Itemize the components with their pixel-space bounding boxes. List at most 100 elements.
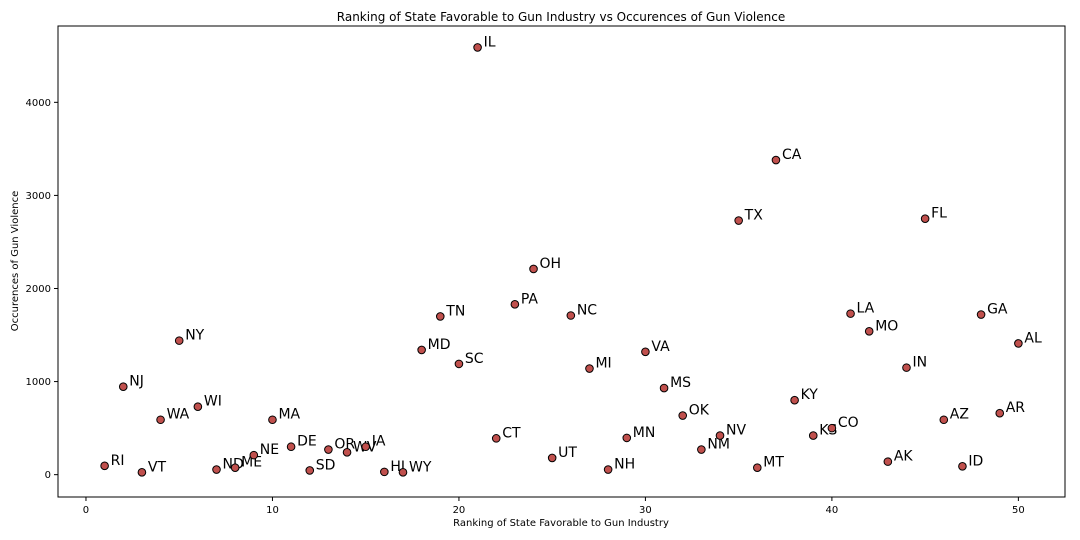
data-point xyxy=(230,463,240,472)
data-point xyxy=(193,402,203,412)
data-point-label: WI xyxy=(204,394,222,410)
data-point xyxy=(566,311,576,320)
data-point-label: IL xyxy=(484,34,496,50)
data-point-label: IA xyxy=(372,434,386,450)
data-point xyxy=(697,445,706,454)
data-point-label: WY xyxy=(409,459,432,475)
data-point xyxy=(641,347,650,357)
data-point-label: WA xyxy=(167,407,190,423)
x-tick-label: 40 xyxy=(826,505,839,516)
data-point-label: OH xyxy=(540,256,562,272)
data-point-label: IN xyxy=(912,355,927,371)
data-point-label: NJ xyxy=(129,374,144,390)
data-point-label: OK xyxy=(689,403,710,419)
data-point xyxy=(286,442,296,452)
data-point xyxy=(435,312,445,321)
data-point xyxy=(734,216,743,225)
data-point-label: UT xyxy=(558,445,577,461)
data-point-label: RI xyxy=(111,453,125,469)
data-points: RINJVTWANYWINDMENEMADESDORWVIAHIWYMDTNSC… xyxy=(100,34,1042,477)
data-point xyxy=(753,463,762,472)
data-point xyxy=(100,461,109,471)
data-point xyxy=(380,467,389,477)
data-point-label: CA xyxy=(782,147,802,163)
data-point-label: MT xyxy=(763,455,784,471)
data-point xyxy=(361,442,370,452)
data-point-label: DE xyxy=(297,434,317,450)
y-tick-label: 4000 xyxy=(26,98,51,109)
data-point-label: PA xyxy=(521,291,539,307)
x-tick-label: 30 xyxy=(639,505,652,516)
data-point-label: NC xyxy=(577,302,597,318)
data-point xyxy=(678,411,688,420)
data-point xyxy=(939,415,949,425)
x-tick-label: 20 xyxy=(453,505,466,516)
x-tick-label: 10 xyxy=(266,505,279,516)
data-point-label: CO xyxy=(838,415,859,431)
data-point-label: VT xyxy=(148,459,167,475)
data-point xyxy=(268,415,277,425)
data-point-label: SC xyxy=(465,351,484,367)
data-point xyxy=(137,468,147,477)
data-point-label: KY xyxy=(801,387,819,403)
data-point xyxy=(1014,339,1023,348)
y-tick-label: 1000 xyxy=(26,377,51,388)
data-point-label: AK xyxy=(894,449,914,465)
data-point xyxy=(473,43,482,52)
data-point-label: NY xyxy=(185,328,204,344)
data-point xyxy=(454,359,464,369)
data-point-label: AZ xyxy=(950,407,969,423)
y-tick-label: 2000 xyxy=(26,284,51,295)
data-point xyxy=(547,453,557,463)
data-point-label: CT xyxy=(502,425,521,441)
x-tick-label: 50 xyxy=(1012,505,1025,516)
y-tick-label: 0 xyxy=(45,470,51,481)
data-point xyxy=(491,434,501,443)
data-point xyxy=(417,345,426,355)
y-axis: 0 1000 2000 3000 4000 xyxy=(26,98,58,481)
data-point xyxy=(771,155,781,165)
data-point-label: TN xyxy=(445,303,465,319)
data-point xyxy=(156,415,165,425)
data-point xyxy=(398,468,408,477)
data-point xyxy=(305,466,315,475)
data-point xyxy=(118,382,128,391)
data-point-label: OR xyxy=(334,437,355,453)
data-point-label: MD xyxy=(428,337,451,353)
data-point xyxy=(920,214,930,223)
data-point xyxy=(790,395,799,405)
chart-title: Ranking of State Favorable to Gun Indust… xyxy=(337,10,785,24)
data-point xyxy=(510,300,520,309)
data-point-label: NV xyxy=(726,423,746,439)
data-point-label: NH xyxy=(614,457,635,473)
data-point xyxy=(846,309,855,318)
data-point xyxy=(958,461,967,471)
data-point-label: VA xyxy=(651,339,670,355)
data-point-label: LA xyxy=(857,301,875,317)
data-point xyxy=(659,383,669,393)
data-point-label: TX xyxy=(744,208,764,224)
data-point-label: SD xyxy=(316,457,336,473)
data-point-label: MA xyxy=(278,407,300,423)
data-point xyxy=(212,465,221,474)
data-point-label: NE xyxy=(260,442,279,458)
x-axis-label: Ranking of State Favorable to Gun Indust… xyxy=(453,518,669,529)
data-point-label: ID xyxy=(968,453,983,469)
y-axis-label: Occurences of Gun Violence xyxy=(10,191,21,331)
data-point xyxy=(249,450,259,460)
data-point xyxy=(529,264,538,274)
data-point-label: MO xyxy=(875,318,898,334)
data-point-label: MS xyxy=(670,375,691,391)
y-tick-label: 3000 xyxy=(26,191,51,202)
data-point-label: MI xyxy=(595,356,611,372)
data-point-label: AL xyxy=(1024,330,1042,346)
data-point-label: AR xyxy=(1006,400,1026,416)
data-point xyxy=(902,363,911,372)
x-tick-label: 0 xyxy=(83,505,89,516)
x-axis: 0 10 20 30 40 50 xyxy=(83,497,1025,516)
data-point-label: MN xyxy=(633,425,656,441)
data-point xyxy=(827,423,837,433)
data-point xyxy=(864,327,874,336)
data-point xyxy=(174,336,184,345)
